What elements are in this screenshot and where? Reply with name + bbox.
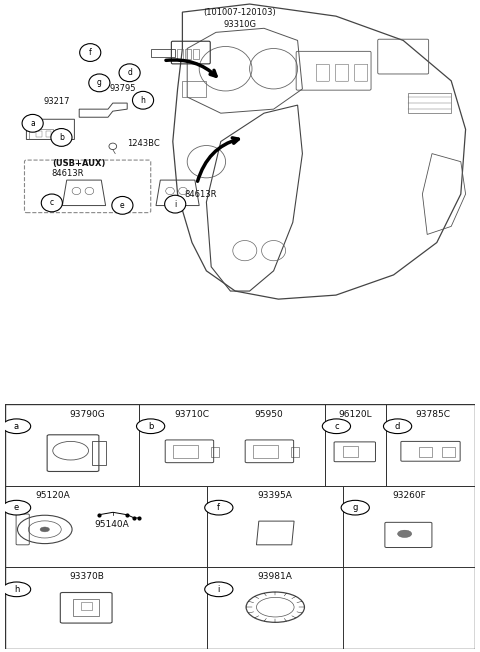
- Text: h: h: [141, 96, 145, 105]
- Circle shape: [40, 527, 49, 532]
- Bar: [73, 599, 99, 615]
- Bar: [182, 81, 206, 97]
- Bar: [185, 48, 191, 59]
- Bar: [5, 486, 207, 567]
- Text: 93217: 93217: [43, 97, 70, 106]
- Bar: [177, 48, 183, 59]
- Text: h: h: [14, 585, 19, 594]
- Circle shape: [165, 195, 186, 213]
- Circle shape: [80, 44, 101, 61]
- Bar: [173, 445, 198, 458]
- Bar: [253, 445, 277, 458]
- Text: i: i: [174, 200, 176, 209]
- Text: a: a: [30, 119, 35, 128]
- Circle shape: [205, 582, 233, 597]
- Text: (USB+AUX): (USB+AUX): [52, 159, 105, 168]
- Bar: [291, 447, 299, 457]
- Circle shape: [2, 582, 31, 597]
- Text: 96120L: 96120L: [338, 410, 372, 419]
- Text: 93370B: 93370B: [70, 572, 105, 581]
- Text: 93395A: 93395A: [258, 491, 293, 500]
- Bar: [5, 567, 207, 649]
- Bar: [92, 441, 106, 466]
- Text: c: c: [50, 198, 54, 207]
- Circle shape: [41, 194, 62, 212]
- Text: 93790G: 93790G: [69, 410, 105, 419]
- Circle shape: [22, 114, 43, 132]
- Circle shape: [384, 419, 412, 434]
- Text: 93981A: 93981A: [258, 572, 293, 581]
- Text: 1243BC: 1243BC: [127, 139, 160, 147]
- Bar: [36, 132, 42, 138]
- Circle shape: [397, 530, 412, 537]
- Text: 93260F: 93260F: [393, 491, 426, 500]
- Circle shape: [51, 128, 72, 146]
- Bar: [82, 602, 92, 610]
- Circle shape: [2, 419, 31, 434]
- Circle shape: [136, 419, 165, 434]
- Text: g: g: [353, 503, 358, 512]
- Text: i: i: [217, 585, 220, 594]
- Bar: [386, 404, 475, 486]
- Circle shape: [205, 500, 233, 515]
- Text: a: a: [14, 422, 19, 431]
- Text: 93795: 93795: [109, 83, 136, 93]
- Bar: [151, 48, 175, 57]
- Text: 93710C: 93710C: [174, 410, 209, 419]
- Bar: [324, 404, 386, 486]
- Bar: [46, 132, 51, 138]
- Circle shape: [2, 500, 31, 515]
- Bar: [419, 447, 432, 457]
- Text: c: c: [334, 422, 339, 431]
- Bar: [211, 447, 219, 457]
- Text: d: d: [395, 422, 400, 431]
- Bar: [5, 404, 139, 486]
- Bar: [344, 486, 475, 567]
- Text: g: g: [97, 78, 102, 87]
- Bar: [207, 486, 344, 567]
- Text: 93785C: 93785C: [415, 410, 450, 419]
- Text: f: f: [89, 48, 92, 57]
- Bar: [29, 129, 53, 140]
- Text: e: e: [14, 503, 19, 512]
- Text: 84613R: 84613R: [185, 190, 217, 200]
- Text: e: e: [120, 201, 125, 210]
- Text: 84613R: 84613R: [52, 168, 84, 177]
- Circle shape: [341, 500, 370, 515]
- Text: b: b: [59, 133, 64, 142]
- Text: 95140A: 95140A: [94, 520, 129, 529]
- Circle shape: [112, 196, 133, 215]
- Bar: [139, 404, 324, 486]
- Text: 93310G: 93310G: [224, 20, 256, 29]
- Text: f: f: [217, 503, 220, 512]
- Circle shape: [119, 64, 140, 82]
- Circle shape: [323, 419, 350, 434]
- Text: 95950: 95950: [254, 410, 283, 419]
- Text: d: d: [127, 68, 132, 78]
- Bar: [442, 447, 456, 457]
- Text: b: b: [148, 422, 153, 431]
- Circle shape: [89, 74, 110, 92]
- Text: 95120A: 95120A: [36, 491, 70, 500]
- Bar: [408, 93, 451, 113]
- Bar: [193, 48, 199, 59]
- Text: (101007-120103): (101007-120103): [204, 8, 276, 18]
- Circle shape: [132, 91, 154, 109]
- Bar: [344, 446, 358, 457]
- Bar: [207, 567, 344, 649]
